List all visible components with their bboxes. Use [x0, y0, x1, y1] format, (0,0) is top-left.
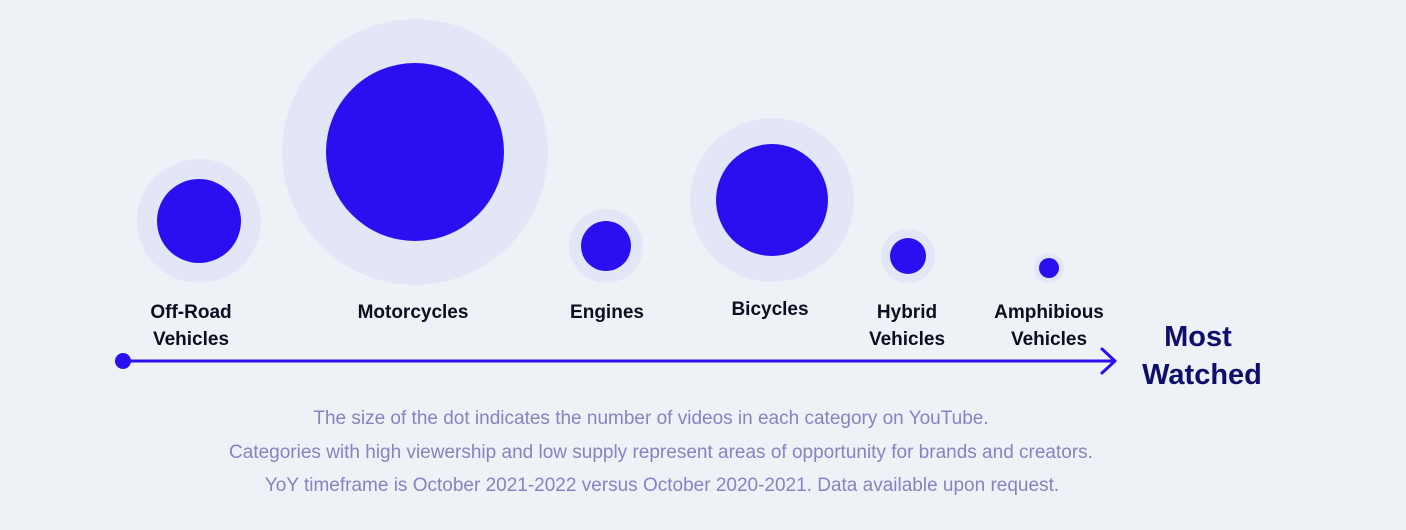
- footnote-line-2: Categories with high viewership and low …: [229, 442, 1093, 463]
- dot-layer: [157, 63, 1059, 278]
- arrowhead-icon: [1100, 347, 1117, 375]
- label-bicycles-line-1: Bicycles: [731, 299, 808, 320]
- dot-amphibious-vehicles: [1039, 258, 1059, 278]
- dot-engines: [581, 221, 631, 271]
- label-hybrid-vehicles-line-1: Hybrid: [877, 302, 937, 323]
- label-hybrid-vehicles-line-2: Vehicles: [869, 329, 945, 350]
- most-watched-label-line-1: Most: [1164, 321, 1232, 353]
- label-off-road-vehicles-line-2: Vehicles: [153, 329, 229, 350]
- dot-motorcycles: [326, 63, 504, 241]
- label-off-road-vehicles-line-1: Off-Road: [150, 302, 231, 323]
- label-hybrid-vehicles: Hybrid Vehicles: [869, 302, 945, 350]
- label-engines: Engines: [570, 302, 644, 323]
- footnote-line-3: YoY timeframe is October 2021-2022 versu…: [265, 475, 1059, 496]
- label-amphibious-vehicles-line-2: Vehicles: [1011, 329, 1087, 350]
- dot-hybrid-vehicles: [890, 238, 926, 274]
- dot-bicycles: [716, 144, 828, 256]
- label-engines-line-1: Engines: [570, 302, 644, 323]
- most-watched-label: Most Watched: [1142, 321, 1262, 391]
- label-bicycles: Bicycles: [731, 299, 808, 320]
- label-amphibious-vehicles-line-1: Amphibious: [994, 302, 1104, 323]
- viewership-axis: [115, 347, 1117, 375]
- label-motorcycles-line-1: Motorcycles: [358, 302, 469, 323]
- footnotes: The size of the dot indicates the number…: [229, 408, 1093, 496]
- label-off-road-vehicles: Off-Road Vehicles: [150, 302, 231, 350]
- footnote-line-1: The size of the dot indicates the number…: [313, 408, 988, 429]
- label-motorcycles: Motorcycles: [358, 302, 469, 323]
- category-labels: Off-Road Vehicles Motorcycles Engines Bicycl…: [150, 299, 1104, 350]
- dot-off-road-vehicles: [157, 179, 241, 263]
- label-amphibious-vehicles: Amphibious Vehicles: [994, 302, 1104, 350]
- axis-start-dot: [115, 353, 131, 369]
- most-watched-label-line-2: Watched: [1142, 359, 1262, 391]
